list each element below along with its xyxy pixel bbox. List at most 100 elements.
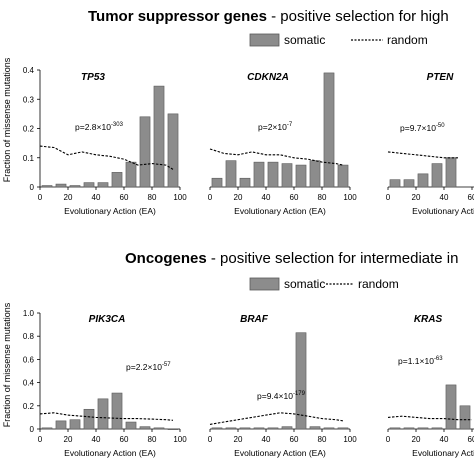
- p-value-label: p=2.2×10-57: [126, 362, 171, 372]
- x-tick-label: 60: [120, 193, 129, 202]
- x-tick-label: 40: [440, 435, 449, 444]
- somatic-bar: [389, 427, 401, 430]
- somatic-bar: [431, 163, 443, 188]
- somatic-bar: [41, 185, 53, 188]
- somatic-bar: [139, 426, 151, 430]
- somatic-bar: [403, 427, 415, 430]
- chart-panel-kras: 0 20 40 60 Evolutionary Action (EA) KRAS p=1.1…: [386, 314, 474, 458]
- section-heading-oncogenes-bold: Oncogenes: [125, 250, 207, 267]
- p-value-exponent: -50: [436, 123, 445, 129]
- somatic-bar: [337, 427, 349, 430]
- chart-panel-pten: 0 20 40 60 Evolutionary Action (EA) PTEN p=9.7…: [386, 72, 474, 216]
- chart-panels: 0 0.1 0.2 0.3 0.4 0 20 40 60 80 100 Evolutionary Ac…: [23, 66, 474, 458]
- p-value-exponent: -303: [111, 122, 124, 128]
- somatic-bar: [389, 179, 401, 188]
- x-axis-title: Evolutionary Action (EA): [234, 206, 326, 216]
- somatic-bar: [281, 426, 293, 430]
- p-value-exponent: -57: [162, 362, 171, 368]
- random-line: [39, 145, 174, 170]
- somatic-bar: [281, 163, 293, 188]
- somatic-bar: [97, 398, 109, 430]
- section-heading-oncogenes-rest: - positive selection for intermediate in: [207, 250, 459, 267]
- somatic-bar: [445, 384, 457, 430]
- somatic-bar: [337, 164, 349, 188]
- p-value-label: p=9.4×10-179: [257, 391, 306, 401]
- section-heading-tsg-rest: - positive selection for high: [267, 8, 449, 25]
- somatic-bar: [403, 179, 415, 188]
- somatic-bar: [431, 427, 443, 430]
- x-tick-label: 20: [64, 193, 73, 202]
- p-value-label: p=2×10-7: [258, 122, 293, 132]
- y-tick-label: 0: [30, 425, 35, 434]
- x-tick-label: 40: [262, 193, 271, 202]
- x-tick-label: 40: [92, 435, 101, 444]
- p-value-exponent: -179: [293, 391, 306, 397]
- y-tick-label: 0.2: [23, 125, 35, 134]
- x-tick-label: 0: [38, 193, 43, 202]
- x-tick-label: 0: [386, 435, 391, 444]
- x-tick-label: 60: [120, 435, 129, 444]
- x-tick-label: 20: [64, 435, 73, 444]
- x-axis-title: Evolutionary Action (EA): [412, 206, 474, 216]
- x-tick-label: 0: [38, 435, 43, 444]
- y-tick-label: 0.4: [23, 379, 35, 388]
- chart-panel-pik3ca: 0 0.2 0.4 0.6 0.8 1.0 0 20 40 60 80 100 Evolutionary…: [23, 309, 187, 458]
- p-value-exponent: -7: [287, 122, 293, 128]
- y-tick-label: 1.0: [23, 309, 35, 318]
- somatic-bar: [253, 161, 265, 188]
- somatic-bar: [55, 183, 67, 188]
- chart-panel-braf: 0 20 40 60 80 100 Evolutionary Action (EA) BRAF…: [208, 314, 357, 458]
- somatic-bar: [69, 419, 81, 430]
- x-tick-label: 80: [318, 435, 327, 444]
- section-heading-tsg: Tumor suppressor genes - positive select…: [88, 8, 449, 25]
- x-tick-label: 100: [173, 193, 187, 202]
- y-axis-title-oncogenes: Fraction of missense mutations: [2, 302, 12, 427]
- somatic-bar: [253, 427, 265, 430]
- x-tick-label: 20: [412, 193, 421, 202]
- section-heading-oncogenes: Oncogenes - positive selection for inter…: [125, 250, 458, 267]
- x-tick-label: 80: [318, 193, 327, 202]
- random-line: [39, 412, 174, 421]
- panel-title: TP53: [81, 72, 105, 83]
- somatic-bar: [239, 177, 251, 188]
- somatic-bar: [309, 160, 321, 188]
- p-value-base: p=9.4×10: [257, 391, 293, 401]
- somatic-bar: [69, 185, 81, 188]
- x-tick-label: 60: [290, 193, 299, 202]
- section-heading-tsg-bold: Tumor suppressor genes: [88, 8, 267, 25]
- p-value-label: p=1.1×10-63: [398, 356, 443, 366]
- legend-somatic-swatch: [249, 277, 280, 291]
- random-line: [209, 412, 344, 425]
- somatic-bar: [417, 427, 429, 430]
- chart-panel-tp53: 0 0.1 0.2 0.3 0.4 0 20 40 60 80 100 Evolutionary Ac…: [23, 66, 187, 216]
- x-tick-label: 80: [148, 435, 157, 444]
- somatic-bar: [295, 164, 307, 188]
- somatic-bar: [323, 72, 335, 188]
- somatic-bar: [417, 173, 429, 188]
- somatic-bar: [41, 427, 53, 430]
- somatic-bar: [153, 427, 165, 430]
- somatic-bar: [323, 427, 335, 430]
- x-tick-label: 0: [386, 193, 391, 202]
- x-axis-title: Evolutionary Action (EA): [64, 206, 156, 216]
- p-value-exponent: -63: [434, 356, 443, 362]
- legend-top: somatic random: [249, 33, 428, 47]
- y-tick-label: 0.3: [23, 95, 35, 104]
- legend-random-label: random: [387, 33, 428, 47]
- somatic-bar: [211, 427, 223, 430]
- random-line: [387, 415, 472, 421]
- x-tick-label: 60: [468, 193, 474, 202]
- x-tick-label: 100: [173, 435, 187, 444]
- random-line: [209, 148, 344, 166]
- somatic-bar: [83, 182, 95, 188]
- somatic-bar: [139, 116, 151, 188]
- somatic-bar: [225, 427, 237, 430]
- panel-title: BRAF: [240, 314, 269, 325]
- y-axis-title-tsg: Fraction of missense mutations: [2, 57, 12, 182]
- y-tick-label: 0.6: [23, 355, 35, 364]
- y-tick-label: 0.4: [23, 66, 35, 75]
- chart-panel-cdkn2a: 0 20 40 60 80 100 Evolutionary Action (EA) CDKN…: [208, 72, 357, 216]
- x-tick-label: 20: [412, 435, 421, 444]
- x-tick-label: 60: [290, 435, 299, 444]
- somatic-bar: [239, 427, 251, 430]
